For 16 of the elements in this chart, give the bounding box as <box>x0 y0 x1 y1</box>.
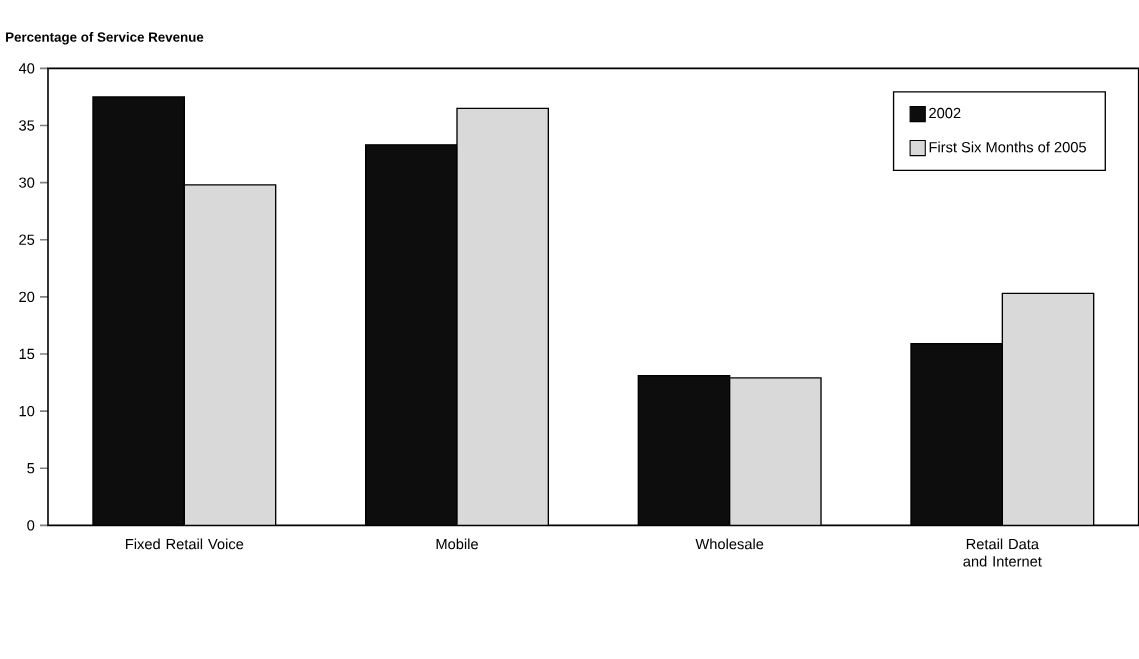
x-tick-label: Fixed Retail Voice <box>126 538 244 550</box>
y-tick-label: 25 <box>19 234 35 245</box>
y-tick-label: 40 <box>18 62 35 74</box>
x-tick-label: Retail Data and Internet <box>963 538 1042 567</box>
y-axis-title: Percentage of Service Revenue <box>6 31 204 45</box>
y-tick-label: 15 <box>19 348 35 359</box>
legend-label: 2002 <box>929 107 961 119</box>
y-tick-label: 10 <box>19 405 35 417</box>
y-tick-label: 0 <box>27 520 35 531</box>
legend-label: First Six Months of 2005 <box>929 141 1086 153</box>
y-tick-label: 35 <box>19 120 35 131</box>
x-tick-label: Wholesale <box>695 538 764 550</box>
y-tick-label: 5 <box>27 462 35 474</box>
x-tick-label: Mobile <box>436 538 478 550</box>
y-tick-label: 30 <box>19 177 35 188</box>
y-tick-label: 20 <box>19 291 35 302</box>
